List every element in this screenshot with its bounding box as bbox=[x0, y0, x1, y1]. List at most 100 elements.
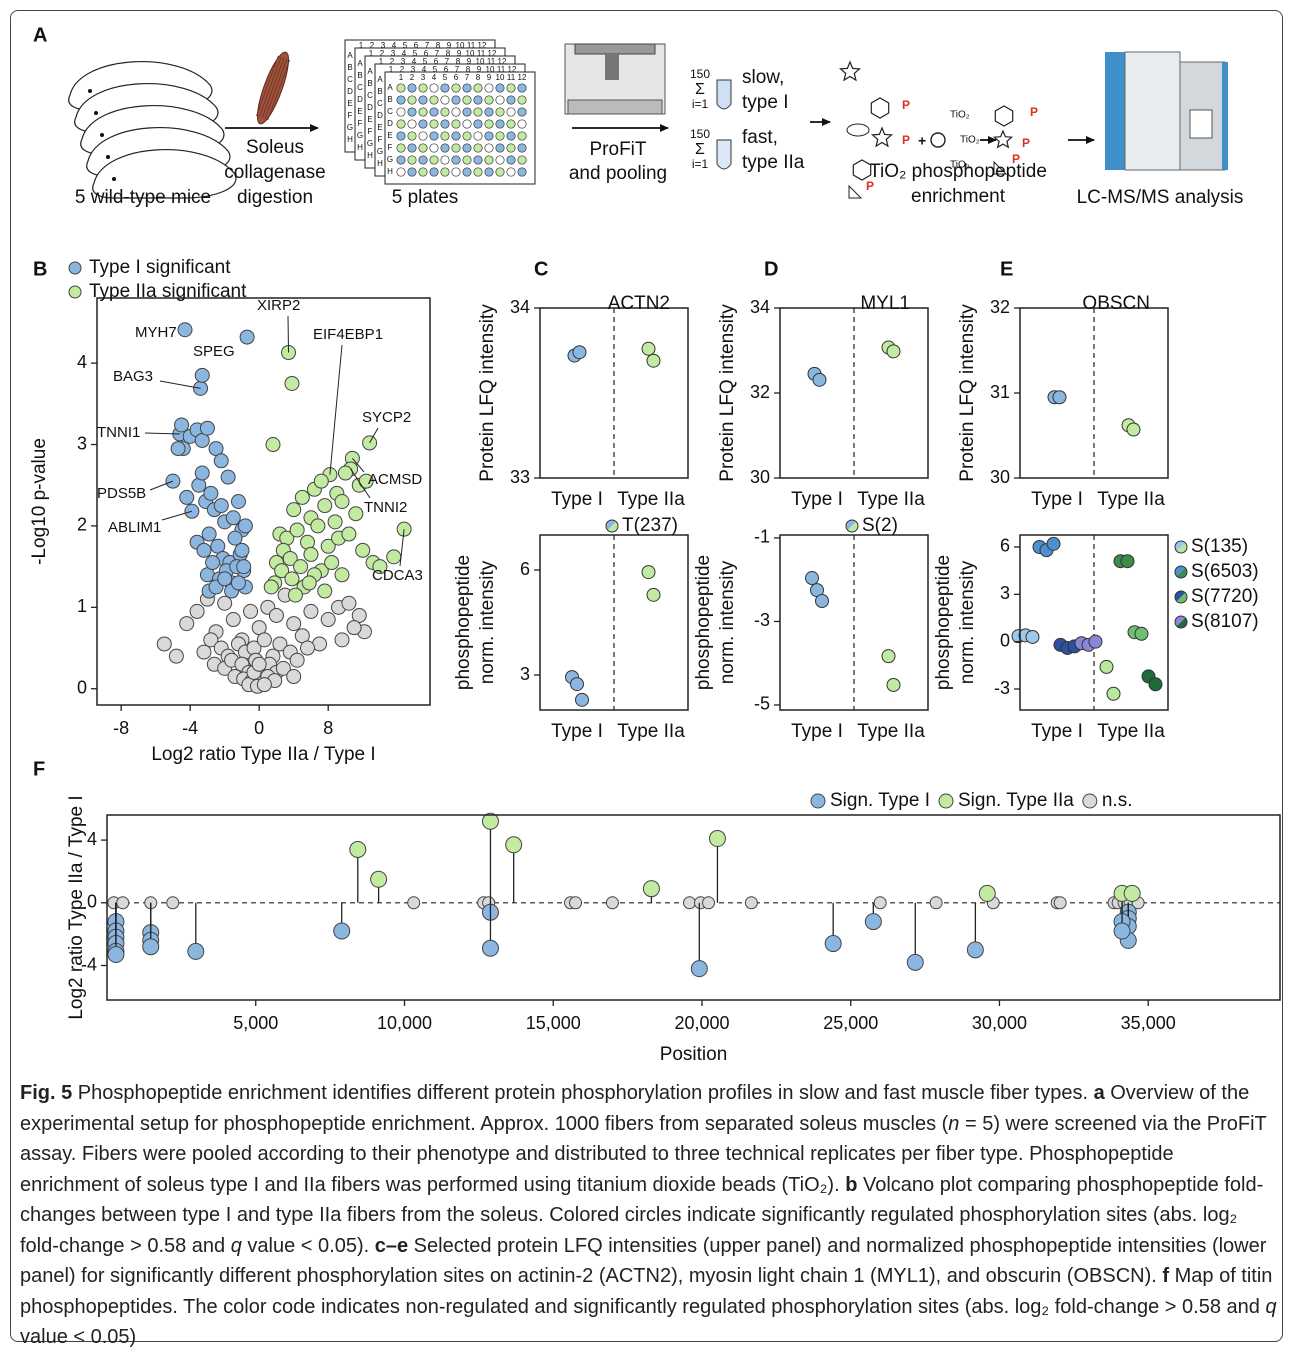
sum-symbol: Σ bbox=[695, 81, 705, 98]
data-point bbox=[294, 489, 310, 505]
plate-column: 2 bbox=[400, 65, 405, 74]
data-point bbox=[906, 953, 924, 971]
x-tick-label: 15,000 bbox=[526, 1013, 581, 1033]
legend-label: Sign. Type I bbox=[830, 790, 930, 811]
data-point bbox=[156, 636, 172, 652]
well bbox=[451, 83, 461, 93]
well bbox=[418, 95, 428, 105]
data-point bbox=[1120, 554, 1135, 569]
phospho-mark: P bbox=[866, 179, 874, 193]
data-point bbox=[805, 571, 819, 586]
data-point bbox=[570, 677, 584, 692]
molecule-hexagon bbox=[994, 105, 1014, 127]
sum-upper: 150 bbox=[690, 127, 710, 141]
plate-row: E bbox=[357, 107, 362, 116]
plate-row: A bbox=[347, 51, 353, 60]
y-axis-label: Log2 ratio Type IIa / Type I bbox=[66, 795, 87, 1019]
well bbox=[396, 83, 406, 93]
panel-title: MYL1 bbox=[860, 293, 910, 314]
data-point bbox=[337, 465, 353, 481]
legend-marker bbox=[607, 521, 618, 532]
annotation-line bbox=[161, 510, 193, 521]
well bbox=[495, 143, 505, 153]
caption-text: n bbox=[948, 1112, 960, 1135]
well bbox=[517, 83, 527, 93]
step-label: TiO₂ phosphopeptide bbox=[869, 161, 1047, 182]
plate-row: C bbox=[347, 75, 353, 84]
tio2-label: TiO₂ bbox=[960, 135, 980, 146]
data-point bbox=[177, 322, 193, 338]
annotation: SYCP2 bbox=[362, 409, 411, 426]
data-point bbox=[812, 372, 827, 387]
caption-text: q bbox=[1265, 1295, 1277, 1318]
well bbox=[451, 143, 461, 153]
sum-lower: i=1 bbox=[692, 157, 709, 171]
legend-label: Sign. Type IIa bbox=[958, 790, 1074, 811]
well bbox=[451, 167, 461, 177]
well bbox=[495, 167, 505, 177]
plate-column: 1 bbox=[379, 57, 384, 66]
data-point bbox=[886, 344, 901, 359]
data-point bbox=[505, 836, 523, 854]
plate-row: A bbox=[387, 83, 393, 92]
data-point bbox=[282, 550, 298, 566]
data-point bbox=[289, 522, 305, 538]
phospho-mark: P bbox=[1012, 152, 1020, 166]
data-point bbox=[341, 595, 357, 611]
data-point bbox=[199, 420, 215, 436]
legend-marker bbox=[606, 520, 617, 531]
data-point bbox=[1126, 422, 1141, 437]
molecule-hexagon bbox=[852, 159, 872, 181]
plate-column: 6 bbox=[424, 49, 429, 58]
plate-column: 3 bbox=[381, 41, 386, 50]
well bbox=[462, 143, 472, 153]
plate-column: 4 bbox=[412, 57, 417, 66]
plate-row: D bbox=[387, 119, 393, 128]
data-point bbox=[174, 417, 190, 433]
data-point bbox=[575, 692, 589, 707]
y-tick-label: 6 bbox=[520, 559, 530, 579]
legend-marker bbox=[1175, 591, 1186, 602]
data-point bbox=[1025, 629, 1040, 644]
annotation-line bbox=[287, 315, 290, 353]
x-tick-label: 35,000 bbox=[1121, 1013, 1176, 1033]
tube bbox=[716, 79, 732, 110]
annotation: BAG3 bbox=[113, 368, 153, 385]
well bbox=[495, 131, 505, 141]
legend-label: T(237) bbox=[622, 515, 678, 536]
plot-frame bbox=[779, 534, 929, 711]
data-point bbox=[334, 632, 350, 648]
plate-row: H bbox=[377, 159, 383, 168]
x-tick-label: 8 bbox=[323, 718, 333, 738]
plate-column: 8 bbox=[456, 57, 461, 66]
x-tick-label: 20,000 bbox=[674, 1013, 729, 1033]
data-point bbox=[320, 612, 336, 628]
plate-column: 5 bbox=[403, 41, 408, 50]
data-point bbox=[225, 612, 241, 628]
well bbox=[429, 143, 439, 153]
caption-text: c–e bbox=[374, 1234, 409, 1257]
data-point bbox=[239, 329, 255, 345]
well bbox=[440, 167, 450, 177]
x-tick-label: Type I bbox=[1031, 489, 1083, 510]
well bbox=[440, 119, 450, 129]
well bbox=[506, 143, 516, 153]
caption-text: Selected protein LFQ intensities (upper … bbox=[20, 1234, 1267, 1288]
data-point bbox=[646, 587, 661, 602]
legend-label: S(8107) bbox=[1191, 611, 1259, 632]
well bbox=[418, 119, 428, 129]
y-tick-label: 0 bbox=[1000, 630, 1010, 650]
data-point bbox=[1088, 634, 1103, 649]
well bbox=[473, 143, 483, 153]
plate-row: F bbox=[388, 143, 393, 152]
data-point bbox=[641, 341, 656, 356]
well bbox=[495, 95, 505, 105]
data-point bbox=[217, 595, 233, 611]
plot-frame bbox=[539, 307, 689, 479]
plate-column: 10 bbox=[496, 73, 505, 82]
mouse-outline bbox=[92, 149, 237, 199]
phospho-mark: P bbox=[1022, 136, 1030, 150]
data-point bbox=[289, 652, 305, 668]
data-point bbox=[142, 938, 160, 956]
annotation-line bbox=[399, 529, 405, 567]
